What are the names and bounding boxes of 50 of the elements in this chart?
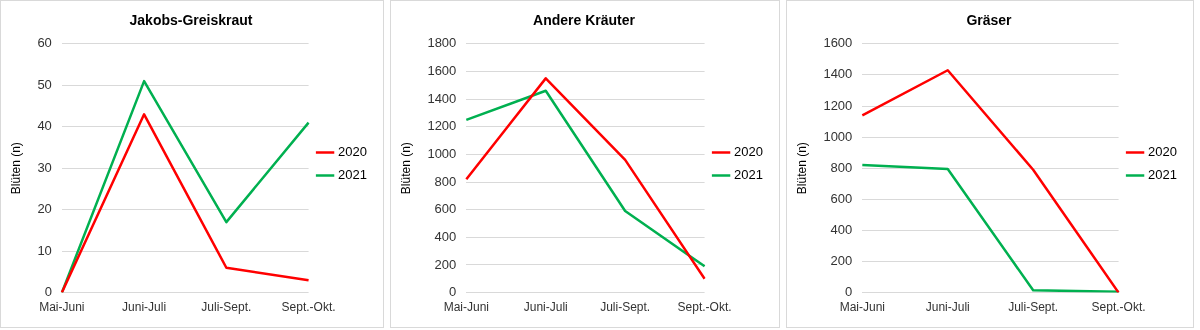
legend-label: 2021	[734, 167, 763, 183]
x-tick-label: Mai-Juni	[839, 300, 885, 315]
legend-label: 2020	[1148, 144, 1177, 160]
y-axis-title: Blüten (n)	[8, 142, 23, 195]
y-tick-label: 0	[449, 284, 457, 300]
chart-title: Jakobs-Greiskraut	[129, 12, 253, 29]
chart-title: Andere Kräuter	[533, 12, 636, 29]
legend-label: 2020	[734, 144, 763, 160]
x-tick-label: Sept.-Okt.	[281, 300, 336, 315]
chart-title: Gräser	[966, 12, 1013, 29]
y-tick-label: 800	[830, 159, 853, 175]
legend-label: 2021	[338, 167, 367, 183]
y-tick-label: 1400	[823, 66, 853, 82]
x-tick-label: Sept.-Okt.	[1091, 300, 1146, 315]
y-tick-label: 1600	[427, 63, 457, 79]
x-tick-label: Juni-Juli	[523, 300, 568, 315]
y-tick-label: 60	[37, 35, 52, 51]
y-tick-label: 1600	[823, 35, 853, 51]
y-axis-title: Blüten (n)	[398, 142, 413, 195]
y-axis-title: Blüten (n)	[794, 142, 809, 195]
y-tick-label: 600	[434, 201, 457, 217]
y-tick-label: 0	[44, 284, 52, 300]
y-tick-label: 30	[37, 159, 52, 175]
x-tick-label: Mai-Juni	[39, 300, 85, 315]
y-tick-label: 400	[830, 221, 853, 237]
y-tick-label: 50	[37, 76, 52, 92]
y-tick-label: 200	[434, 256, 457, 272]
y-tick-label: 10	[37, 242, 52, 258]
y-tick-label: 1200	[427, 118, 457, 134]
x-tick-label: Juli-Sept.	[1008, 300, 1059, 315]
y-tick-label: 400	[434, 228, 457, 244]
x-tick-label: Juli-Sept.	[201, 300, 252, 315]
y-tick-label: 200	[830, 253, 853, 269]
x-tick-label: Juni-Juli	[925, 300, 970, 315]
legend-label: 2021	[1148, 167, 1177, 183]
x-tick-label: Mai-Juni	[443, 300, 489, 315]
y-tick-label: 40	[37, 118, 52, 134]
x-tick-label: Juli-Sept.	[600, 300, 651, 315]
y-tick-label: 0	[845, 284, 853, 300]
y-tick-label: 1800	[427, 35, 457, 51]
y-tick-label: 1400	[427, 90, 457, 106]
y-tick-label: 1000	[427, 145, 457, 161]
y-tick-label: 1000	[823, 128, 853, 144]
y-tick-label: 20	[37, 201, 52, 217]
y-tick-label: 1200	[823, 97, 853, 113]
x-tick-label: Sept.-Okt.	[677, 300, 732, 315]
y-tick-label: 600	[830, 190, 853, 206]
legend-label: 2020	[338, 144, 367, 160]
x-tick-label: Juni-Juli	[122, 300, 167, 315]
y-tick-label: 800	[434, 173, 457, 189]
